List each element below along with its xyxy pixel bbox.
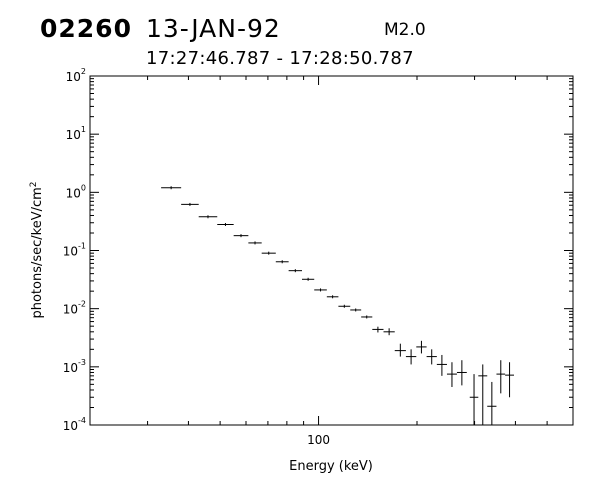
data-point	[426, 349, 437, 365]
y-tick-label: 10-3	[63, 358, 86, 375]
y-tick-label-base: 10	[66, 186, 81, 200]
data-point	[233, 234, 249, 238]
y-axis-title: photons/sec/keV/cm2	[29, 181, 45, 318]
data-point	[505, 362, 514, 398]
y-tick-label: 100	[66, 183, 86, 200]
y-tick-label: 101	[66, 125, 86, 142]
goes-class: M2.0	[384, 20, 426, 40]
data-point	[261, 251, 276, 255]
data-point	[469, 374, 479, 425]
data-point	[288, 269, 303, 273]
y-tick-label-base: 10	[63, 361, 78, 375]
y-tick-label-base: 10	[66, 70, 81, 84]
data-point	[446, 362, 457, 388]
x-axis-title: Energy (keV)	[289, 459, 373, 474]
data-point	[350, 308, 362, 312]
data-point	[416, 340, 427, 354]
data-point	[372, 326, 384, 333]
data-point	[496, 360, 506, 394]
y-tick-label-base: 10	[66, 128, 81, 142]
data-point	[181, 202, 199, 206]
data-point	[217, 222, 234, 226]
axis-ticks	[89, 75, 574, 426]
data-point	[436, 354, 447, 376]
y-tick-label-base: 10	[63, 419, 78, 433]
y-axis-title-exponent: 2	[29, 181, 39, 187]
y-tick-label: 102	[66, 67, 86, 84]
observation-date: 13-JAN-92	[146, 14, 281, 43]
y-tick-label: 10-4	[63, 416, 86, 433]
y-tick-label-exponent: -3	[78, 358, 86, 367]
y-tick-label-exponent: -1	[78, 242, 86, 251]
y-tick-label-exponent: 0	[81, 183, 86, 192]
data-point	[394, 343, 406, 357]
data-point	[275, 260, 289, 264]
data-point	[361, 315, 373, 319]
data-point	[405, 349, 417, 365]
data-point	[456, 360, 467, 386]
y-axis-title-text: photons/sec/keV/cm	[30, 187, 45, 318]
data-point	[248, 241, 262, 245]
y-tick-label-exponent: -2	[78, 300, 86, 309]
y-tick-label: 10-2	[63, 300, 86, 317]
data-point	[383, 328, 395, 336]
y-tick-label-base: 10	[63, 303, 78, 317]
data-point	[326, 295, 339, 299]
data-point	[487, 381, 497, 425]
data-point	[478, 364, 488, 425]
y-tick-label-exponent: 2	[81, 67, 86, 76]
x-tick-label: 100	[307, 433, 330, 447]
y-tick-label-base: 10	[63, 245, 78, 259]
data-points	[161, 186, 514, 425]
y-tick-label: 10-1	[63, 242, 86, 259]
data-point	[302, 277, 315, 281]
y-tick-label-exponent: -4	[78, 416, 86, 425]
data-point	[338, 304, 351, 308]
data-point	[161, 186, 182, 190]
x-tick-labels: 100	[307, 433, 330, 447]
y-tick-label-exponent: 1	[81, 125, 86, 134]
data-point	[314, 288, 327, 292]
time-range: 17:27:46.787 - 17:28:50.787	[146, 48, 414, 69]
data-point	[198, 215, 218, 219]
flare-id: 02260	[40, 14, 132, 43]
